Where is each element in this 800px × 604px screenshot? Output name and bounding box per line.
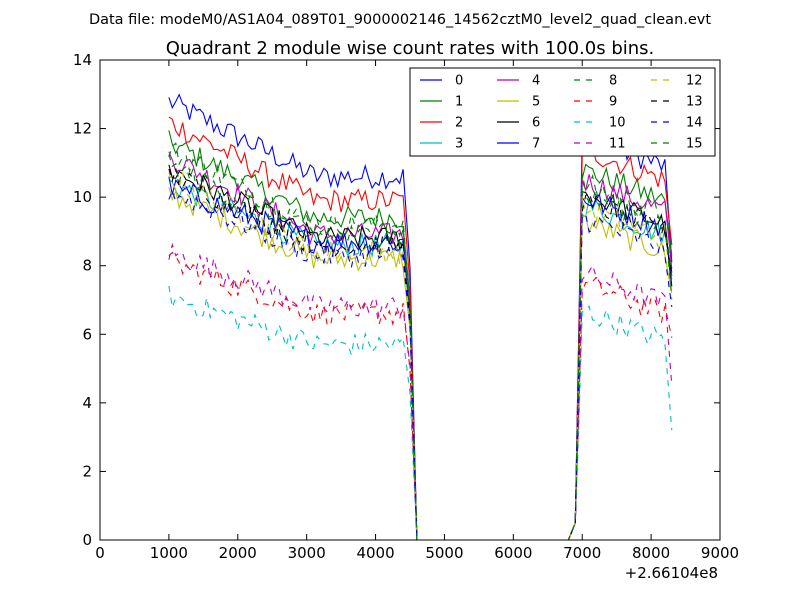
y-tick-label: 2	[82, 462, 92, 480]
legend-label-0: 0	[455, 74, 463, 89]
legend-label-4: 4	[532, 74, 540, 89]
legend-label-10: 10	[609, 116, 626, 131]
y-tick-label: 4	[82, 394, 92, 412]
y-tick-label: 0	[82, 531, 92, 549]
series-line-1	[168, 130, 673, 540]
x-tick-label: 9000	[701, 544, 739, 562]
series-line-11	[168, 242, 673, 540]
legend-label-7: 7	[532, 137, 540, 152]
x-tick-label: 3000	[288, 544, 326, 562]
x-tick-label: 1000	[150, 544, 188, 562]
axis-ticks: 0 1000 2000 3000 4000 5000 6000 7000 8000 9000 0 2 4…	[73, 51, 739, 562]
legend-label-9: 9	[609, 95, 617, 110]
series-line-12	[168, 172, 673, 540]
legend-label-5: 5	[532, 95, 540, 110]
legend-label-14: 14	[686, 116, 703, 131]
x-tick-label: 6000	[494, 544, 532, 562]
legend-label-11: 11	[609, 137, 626, 152]
series-line-13	[168, 168, 673, 540]
legend-label-6: 6	[532, 116, 540, 131]
legend-label-8: 8	[609, 74, 617, 89]
series-line-5	[168, 187, 673, 540]
legend-label-2: 2	[455, 116, 463, 131]
legend-label-12: 12	[686, 74, 703, 89]
legend-label-13: 13	[686, 95, 703, 110]
y-tick-label: 8	[82, 257, 92, 275]
series-line-2	[168, 116, 673, 540]
x-tick-label: 7000	[563, 544, 601, 562]
y-tick-label: 12	[73, 120, 92, 138]
series-lines	[168, 93, 673, 540]
legend-label-15: 15	[686, 137, 703, 152]
series-line-14	[168, 189, 673, 540]
figure-suptitle: Data file: modeM0/AS1A04_089T01_90000021…	[89, 12, 711, 28]
x-tick-label: 2000	[219, 544, 257, 562]
series-line-15	[168, 154, 673, 540]
chart-title: Quadrant 2 module wise count rates with …	[166, 38, 655, 59]
series-line-9	[168, 251, 673, 540]
y-tick-label: 14	[73, 51, 92, 69]
x-tick-label: 4000	[356, 544, 394, 562]
plot-area-frame	[99, 59, 721, 541]
x-offset-label: +2.66104e8	[625, 564, 718, 582]
x-tick-label: 0	[95, 544, 105, 562]
legend-label-1: 1	[455, 95, 463, 110]
legend-label-3: 3	[455, 137, 463, 152]
x-tick-label: 5000	[425, 544, 463, 562]
y-tick-label: 10	[73, 188, 92, 206]
y-tick-label: 6	[82, 325, 92, 343]
x-tick-label: 8000	[632, 544, 670, 562]
legend-box	[409, 67, 716, 157]
